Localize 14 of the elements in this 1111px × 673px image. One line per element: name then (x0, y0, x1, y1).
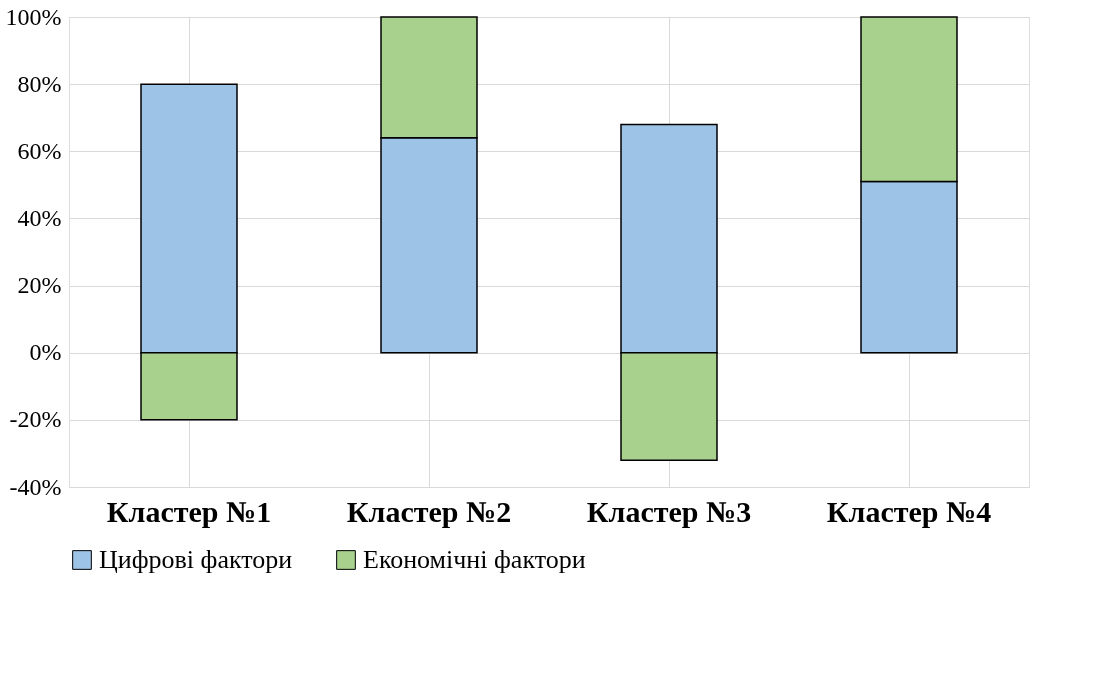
x-tick-label: Кластер №3 (586, 494, 752, 528)
legend-label: Цифрові фактори (99, 545, 293, 574)
x-tick-label: Кластер №4 (826, 494, 992, 528)
y-tick-label: 80% (17, 70, 62, 97)
y-tick-label: 40% (17, 204, 62, 231)
y-tick-label: 0% (29, 339, 62, 366)
x-tick-label: Кластер №2 (346, 494, 512, 528)
x-tick-label: Кластер №1 (106, 494, 272, 528)
y-tick-label: -40% (9, 473, 62, 500)
y-tick-label: 100% (5, 3, 62, 30)
y-tick-label: 60% (17, 137, 62, 164)
legend-label: Економічні фактори (363, 545, 586, 574)
y-tick-label: -20% (9, 406, 62, 433)
y-tick-label: 20% (17, 272, 62, 299)
